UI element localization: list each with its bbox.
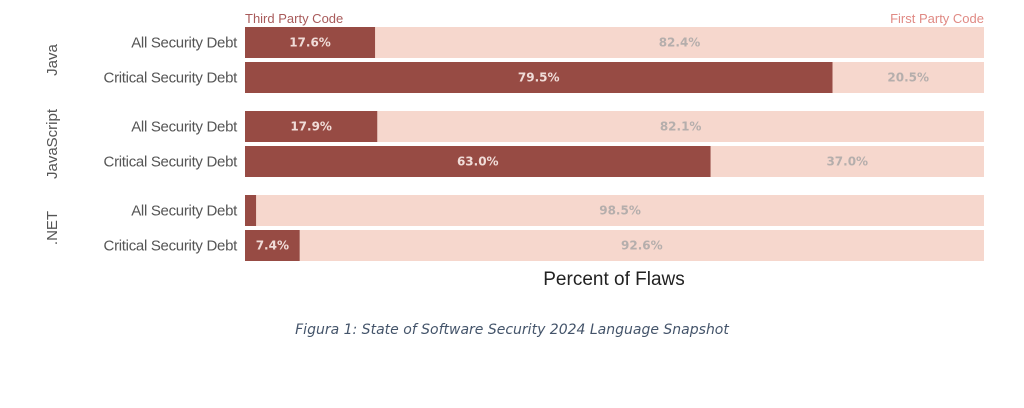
bar-third-party xyxy=(245,62,833,93)
group-label: JavaScript xyxy=(44,108,61,179)
bar-third-party xyxy=(245,195,257,226)
value-label-first-party: 82.4% xyxy=(659,36,701,50)
legend-first-party: First Party Code xyxy=(890,11,984,26)
row-label: Critical Security Debt xyxy=(104,70,239,87)
value-label-first-party: 82.1% xyxy=(660,120,702,134)
bar-first-party xyxy=(375,27,985,58)
row-label: All Security Debt xyxy=(131,203,238,220)
value-label-third-party: 7.4% xyxy=(256,239,289,253)
value-label-first-party: 98.5% xyxy=(599,204,641,218)
figure-caption: Figura 1: State of Software Security 202… xyxy=(295,322,729,338)
value-label-third-party: 79.5% xyxy=(518,71,560,85)
bar-first-party xyxy=(299,230,984,261)
x-axis-label: Percent of Flaws xyxy=(543,269,685,290)
bar-first-party xyxy=(377,111,984,142)
value-label-first-party: 37.0% xyxy=(826,155,868,169)
value-label-third-party: 63.0% xyxy=(457,155,499,169)
bar-third-party xyxy=(245,230,300,261)
legend-third-party: Third Party Code xyxy=(245,11,343,26)
bar-first-party xyxy=(832,62,984,93)
group-label: .NET xyxy=(44,211,61,245)
bar-third-party xyxy=(245,27,376,58)
bar-first-party xyxy=(256,195,985,226)
bar-third-party xyxy=(245,111,378,142)
value-label-third-party: 17.9% xyxy=(290,120,332,134)
value-label-first-party: 20.5% xyxy=(887,71,929,85)
row-label: All Security Debt xyxy=(131,35,238,52)
bar-first-party xyxy=(710,146,984,177)
row-label: Critical Security Debt xyxy=(104,154,239,171)
stacked-bar-chart: Third Party Code First Party Code All Se… xyxy=(44,11,985,290)
bars-layer: All Security Debt 17.6% 82.4% Critical Secu… xyxy=(44,27,985,261)
value-label-third-party: 17.6% xyxy=(289,36,331,50)
row-label: Critical Security Debt xyxy=(104,238,239,255)
bar-third-party xyxy=(245,146,711,177)
group-label: Java xyxy=(44,44,61,76)
row-label: All Security Debt xyxy=(131,119,238,136)
value-label-first-party: 92.6% xyxy=(621,239,663,253)
